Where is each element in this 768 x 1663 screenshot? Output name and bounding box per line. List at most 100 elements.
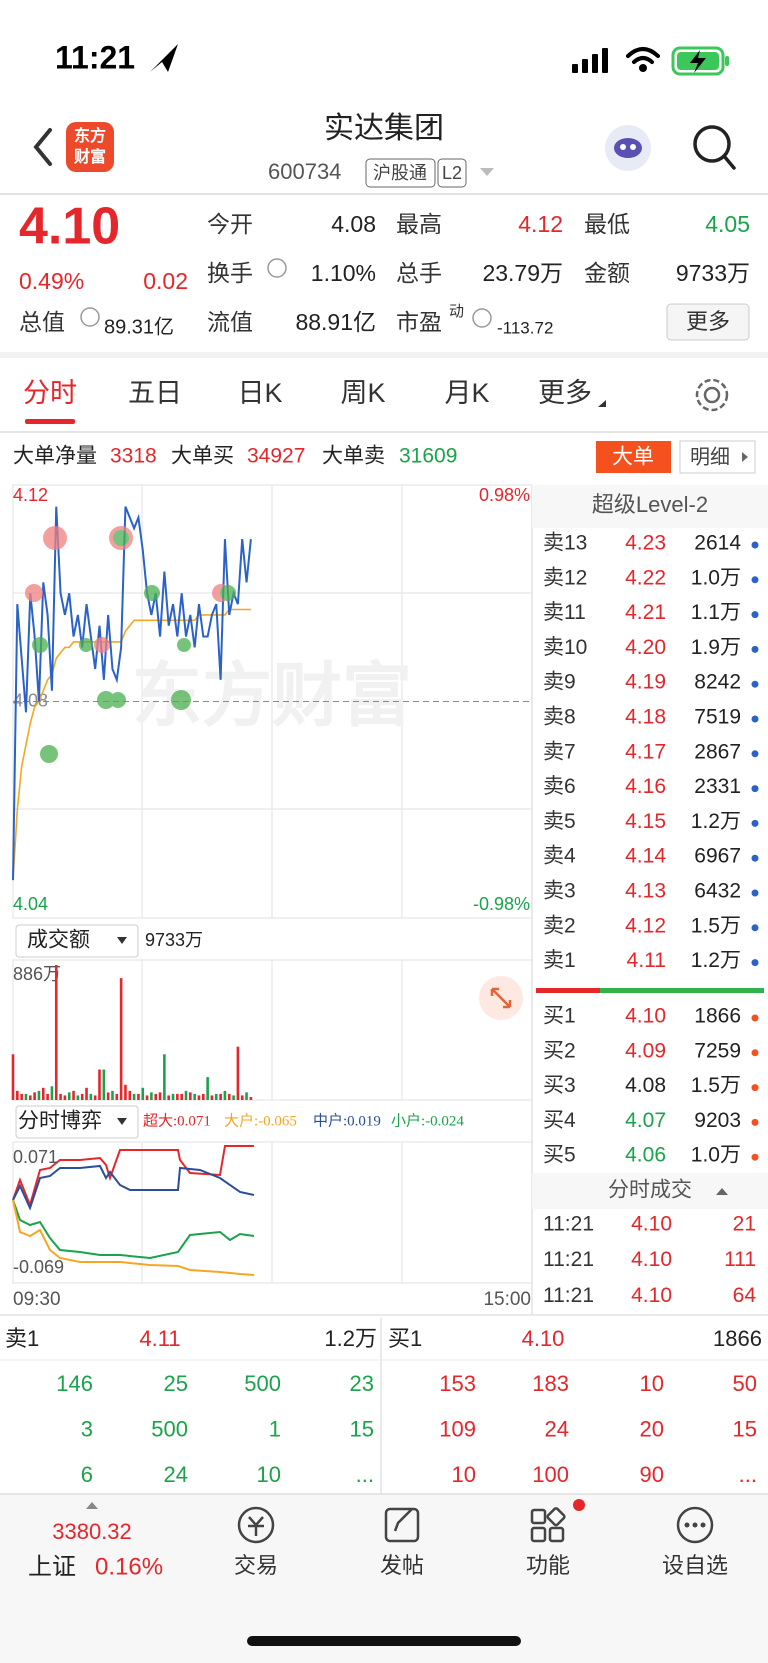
tab[interactable]: 五日: [128, 378, 182, 408]
change: 0.02: [143, 268, 188, 294]
legend-large: 大户:-0.065: [224, 1112, 297, 1129]
buy-value: 34927: [247, 445, 305, 468]
status-time: 11:21: [55, 39, 135, 75]
queue-cell: 50: [733, 1371, 757, 1396]
nav-label[interactable]: 交易: [234, 1553, 278, 1578]
net-value: 3318: [110, 445, 157, 468]
more-button-text[interactable]: 更多: [686, 309, 730, 334]
tab[interactable]: 月K: [444, 378, 489, 408]
trade-volume: 64: [733, 1284, 757, 1307]
index-value[interactable]: 3380.32: [52, 1519, 132, 1544]
volume-bar: [98, 1069, 101, 1100]
book-label: 买1: [543, 1005, 576, 1028]
stock-name: 实达集团: [324, 112, 444, 145]
book-volume: 1.5万: [691, 914, 741, 937]
book-label: 卖3: [543, 880, 576, 903]
pe-label: 市盈: [396, 309, 442, 335]
detail-button-text[interactable]: 明细: [690, 445, 730, 468]
book-label: 卖4: [543, 845, 576, 868]
volume-bar: [245, 1092, 248, 1100]
volume-bar: [11, 1054, 15, 1100]
book-dot: [751, 924, 759, 932]
game-selector[interactable]: [15, 1105, 139, 1139]
volume-bar: [67, 1092, 71, 1100]
high: 4.12: [518, 211, 563, 237]
book-volume: 8242: [694, 671, 741, 694]
book-price: 4.15: [625, 810, 666, 833]
game-min: -0.069: [13, 1257, 64, 1277]
book-volume: 9203: [694, 1109, 741, 1132]
queue-grid: 146 25 500 23 3 500 1 15 6 24 10 ... 153 183 10 50 109 24…: [56, 1371, 757, 1487]
big-order-button[interactable]: [596, 441, 671, 473]
volume-bar: [214, 1093, 218, 1100]
nav-label[interactable]: 设自选: [662, 1553, 728, 1578]
expand-button[interactable]: [479, 976, 523, 1020]
assistant-avatar[interactable]: [605, 125, 651, 171]
volume-bar: [33, 1092, 36, 1100]
back-button[interactable]: [33, 128, 52, 166]
volume-frame: [12, 959, 533, 1101]
info-icon[interactable]: [80, 307, 100, 327]
book-volume: 6967: [694, 845, 741, 868]
volume-bar: [232, 1095, 235, 1100]
queue-cell: 183: [532, 1371, 569, 1396]
info-icon[interactable]: [472, 308, 492, 328]
book-price: 4.07: [625, 1109, 666, 1132]
more-button[interactable]: [666, 303, 750, 341]
volume-bar: [176, 1093, 179, 1100]
y-tick-label: 886万: [13, 964, 61, 984]
volume-bar: [223, 1090, 227, 1100]
dropdown-arrow[interactable]: [480, 168, 494, 176]
y2-tick-label: 0.98%: [479, 485, 530, 505]
book-dot: [751, 715, 759, 723]
open: 4.08: [331, 211, 376, 237]
tab[interactable]: 分时: [23, 378, 77, 408]
book-price: 4.13: [625, 880, 666, 903]
volume-selector-text[interactable]: 成交额: [27, 929, 90, 952]
info-icon[interactable]: [267, 258, 287, 278]
book-price: 4.22: [625, 566, 666, 589]
nav-label[interactable]: 功能: [526, 1553, 570, 1578]
volume-chart: 886万: [11, 964, 253, 1100]
big-order-button-text[interactable]: 大单: [612, 446, 654, 469]
tab[interactable]: 日K: [237, 378, 282, 408]
nav-icons: [237, 1506, 714, 1544]
book-dot: [751, 1084, 759, 1092]
game-selector-text[interactable]: 分时博弈: [18, 1110, 102, 1133]
nav-label[interactable]: 发帖: [380, 1553, 424, 1578]
queue-cell: 146: [56, 1371, 93, 1396]
pe-tag: 动: [449, 303, 464, 320]
queue-cell: 20: [640, 1416, 664, 1441]
index-name[interactable]: 上证: [28, 1553, 76, 1580]
book-label: 卖12: [543, 566, 587, 589]
book-dot: [751, 576, 759, 584]
volume-bar: [145, 1095, 149, 1100]
book-volume: 2867: [694, 740, 741, 763]
tab[interactable]: 更多: [538, 378, 592, 408]
queue-bid-label: 买1: [388, 1326, 422, 1351]
index-arrow: [86, 1502, 98, 1509]
trades-title: 分时成交: [608, 1179, 692, 1202]
index-pct[interactable]: 0.16%: [95, 1553, 163, 1580]
tabs: 分时 五日 日K 周K 月K 更多: [23, 378, 606, 408]
book-price: 4.23: [625, 532, 666, 555]
volume: 23.79万: [482, 260, 563, 286]
tab[interactable]: 周K: [340, 378, 385, 408]
search-button[interactable]: [693, 125, 736, 170]
queue-cell: 3: [81, 1416, 93, 1441]
volume-bar: [93, 1095, 97, 1100]
settings-button[interactable]: [695, 378, 729, 412]
volume-bar: [54, 965, 58, 1100]
collapse-arrow[interactable]: [716, 1188, 728, 1195]
volume-bar: [184, 1090, 188, 1100]
queue-ask-price: 4.11: [139, 1326, 180, 1351]
volume-bar: [193, 1093, 196, 1100]
trade-time: 11:21: [543, 1213, 594, 1236]
volume-selector[interactable]: [15, 924, 139, 958]
volume-bar: [167, 1095, 170, 1100]
queue-cell: ...: [356, 1462, 374, 1487]
volume-bar: [227, 1093, 231, 1100]
volume-bar: [50, 1086, 54, 1100]
location-icon: [150, 44, 178, 72]
volume-bar: [154, 1093, 158, 1100]
